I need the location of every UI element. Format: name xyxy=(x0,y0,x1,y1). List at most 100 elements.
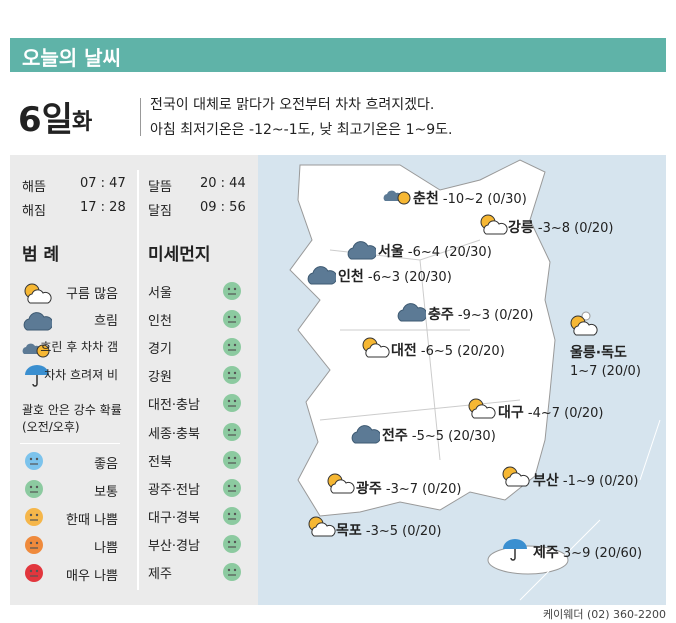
icon xyxy=(383,183,413,207)
legend-item: 나쁨 xyxy=(94,541,118,556)
icon xyxy=(22,309,52,333)
city-name: 강릉 xyxy=(508,220,534,236)
day: 6일 xyxy=(18,100,73,140)
dust-face xyxy=(222,393,242,413)
forecast: 3~9 (20/60) xyxy=(562,546,643,561)
city: 강릉 -3~8 (0/20) xyxy=(508,217,614,237)
icon xyxy=(325,472,355,496)
region: 강원 xyxy=(148,370,172,386)
forecast: -6~5 (20/20) xyxy=(420,344,505,359)
note: (오전/오후) xyxy=(22,420,80,434)
forecast: -4~7 (0/20) xyxy=(527,406,604,421)
legend-item: 구름 많음 xyxy=(66,287,118,302)
forecast: -3~5 (0/20) xyxy=(365,524,442,539)
forecast: -6~4 (20/30) xyxy=(407,245,492,260)
region: 인천 xyxy=(148,314,172,330)
footer: 케이웨더 (02) 360-2200 xyxy=(542,608,666,621)
dust-face xyxy=(24,479,44,499)
forecast: -9~3 (0/20) xyxy=(457,308,534,323)
city-name: 울릉·독도 xyxy=(570,345,627,361)
city-name: 광주 xyxy=(356,481,382,497)
region: 전북 xyxy=(148,454,172,470)
region: 대전·충남 xyxy=(148,398,200,414)
city: 부산 -1~9 (0/20) xyxy=(533,470,639,490)
icon xyxy=(500,465,530,489)
forecast: -3~8 (0/20) xyxy=(537,221,614,236)
city-name: 대전 xyxy=(391,343,417,359)
legend-item: 흐린 후 차차 갬 xyxy=(40,340,118,354)
label: 해짐 xyxy=(22,204,46,219)
forecast: -6~3 (20/30) xyxy=(367,270,452,285)
time: 07 : 47 xyxy=(80,176,126,191)
dust-face xyxy=(24,535,44,555)
legend-item: 보통 xyxy=(94,485,118,500)
label: 달짐 xyxy=(148,204,172,219)
icon xyxy=(466,397,496,421)
region: 서울 xyxy=(148,286,172,301)
city: 제주 3~9 (20/60) xyxy=(533,542,642,562)
forecast: -5~5 (20/30) xyxy=(411,429,496,444)
dust-face xyxy=(222,534,242,554)
region: 경기 xyxy=(148,342,172,358)
city-name: 울릉·독도 xyxy=(570,342,627,362)
icon xyxy=(22,282,52,306)
city-name: 목포 xyxy=(336,523,362,539)
dust-face xyxy=(222,281,242,301)
dust-face xyxy=(24,451,44,471)
region: 광주·전남 xyxy=(148,482,200,498)
dust-face xyxy=(222,478,242,498)
icon xyxy=(306,263,336,287)
title-bar: 오늘의 날씨 xyxy=(10,38,666,72)
divider xyxy=(20,443,120,444)
dust-face xyxy=(222,309,242,329)
city: 충주 -9~3 (0/20) xyxy=(428,304,534,324)
city: 전주 -5~5 (20/30) xyxy=(382,425,496,445)
forecast: 1~7 (20/0) xyxy=(570,364,641,379)
icon xyxy=(360,336,390,360)
region: 대구·경북 xyxy=(148,510,200,526)
city-name: 충주 xyxy=(428,307,454,323)
time: 17 : 28 xyxy=(80,200,126,215)
dust-face xyxy=(222,422,242,442)
city-name: 제주 xyxy=(533,545,559,561)
icon xyxy=(306,515,336,539)
forecast: -10~2 (0/30) xyxy=(442,192,527,207)
icon xyxy=(568,314,598,338)
legend-item: 좋음 xyxy=(94,457,118,472)
summary: 아침 최저기온은 -12~-1도, 낮 최고기온은 1~9도. xyxy=(150,122,453,138)
left-panel xyxy=(10,155,258,605)
icon xyxy=(500,537,530,561)
city: 대구 -4~7 (0/20) xyxy=(498,402,604,422)
label: 달뜸 xyxy=(148,180,172,195)
legend-item: 한때 나쁨 xyxy=(66,513,118,528)
divider xyxy=(137,170,139,590)
dust-title: 미세먼지 xyxy=(148,245,211,265)
region: 제주 xyxy=(148,567,172,582)
city: 인천 -6~3 (20/30) xyxy=(338,266,452,286)
summary: 전국이 대체로 맑다가 오전부터 차차 흐려지겠다. xyxy=(150,97,435,113)
icon xyxy=(350,422,380,446)
forecast: -1~9 (0/20) xyxy=(562,474,639,489)
city-name: 인천 xyxy=(338,269,364,285)
city-name: 춘천 xyxy=(413,191,439,207)
city-name: 부산 xyxy=(533,473,559,489)
time: 09 : 56 xyxy=(200,200,246,215)
city: 춘천 -10~2 (0/30) xyxy=(413,188,527,208)
city: 서울 -6~4 (20/30) xyxy=(378,241,492,261)
time: 20 : 44 xyxy=(200,176,246,191)
legend-item: 흐림 xyxy=(94,314,118,329)
dust-face xyxy=(222,337,242,357)
region: 부산·경남 xyxy=(148,538,200,554)
region: 세종·충북 xyxy=(148,426,200,442)
city: 대전 -6~5 (20/20) xyxy=(391,340,505,360)
weekday: 화 xyxy=(72,110,93,135)
dust-face xyxy=(222,450,242,470)
legend-item: 매우 나쁨 xyxy=(66,569,118,584)
legend-title: 범 례 xyxy=(22,245,60,265)
city: 목포 -3~5 (0/20) xyxy=(336,520,442,540)
legend-item: 차차 흐려져 비 xyxy=(44,368,118,382)
title: 오늘의 날씨 xyxy=(22,46,121,70)
dust-face xyxy=(24,563,44,583)
dust-face xyxy=(222,506,242,526)
